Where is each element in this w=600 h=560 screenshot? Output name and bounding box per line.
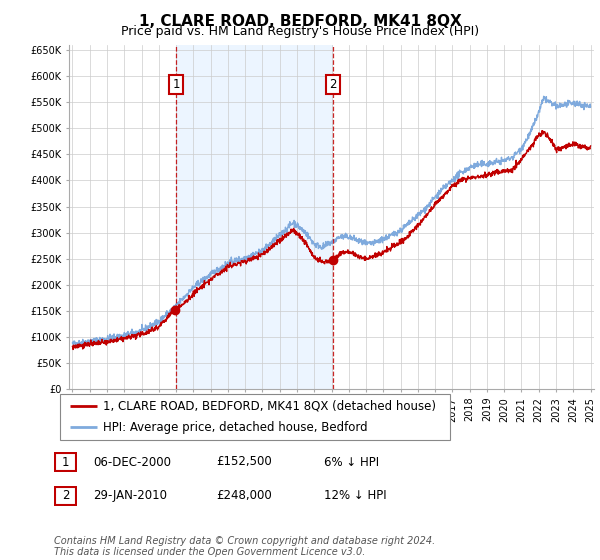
Text: 29-JAN-2010: 29-JAN-2010 bbox=[93, 489, 167, 502]
Text: £152,500: £152,500 bbox=[216, 455, 272, 469]
Text: Contains HM Land Registry data © Crown copyright and database right 2024.
This d: Contains HM Land Registry data © Crown c… bbox=[54, 535, 435, 557]
Text: 12% ↓ HPI: 12% ↓ HPI bbox=[324, 489, 386, 502]
Text: 1, CLARE ROAD, BEDFORD, MK41 8QX (detached house): 1, CLARE ROAD, BEDFORD, MK41 8QX (detach… bbox=[103, 400, 436, 413]
Text: 1, CLARE ROAD, BEDFORD, MK41 8QX: 1, CLARE ROAD, BEDFORD, MK41 8QX bbox=[139, 14, 461, 29]
Text: 1: 1 bbox=[62, 455, 69, 469]
Text: 2: 2 bbox=[62, 489, 69, 502]
Text: 1: 1 bbox=[172, 78, 180, 91]
Bar bbox=[176, 45, 333, 389]
FancyBboxPatch shape bbox=[55, 487, 76, 505]
Text: 2: 2 bbox=[329, 78, 337, 91]
FancyBboxPatch shape bbox=[55, 453, 76, 471]
FancyBboxPatch shape bbox=[60, 394, 450, 440]
Text: Price paid vs. HM Land Registry's House Price Index (HPI): Price paid vs. HM Land Registry's House … bbox=[121, 25, 479, 38]
Text: £248,000: £248,000 bbox=[216, 489, 272, 502]
Text: HPI: Average price, detached house, Bedford: HPI: Average price, detached house, Bedf… bbox=[103, 421, 368, 433]
Text: 6% ↓ HPI: 6% ↓ HPI bbox=[324, 455, 379, 469]
Text: 06-DEC-2000: 06-DEC-2000 bbox=[93, 455, 171, 469]
